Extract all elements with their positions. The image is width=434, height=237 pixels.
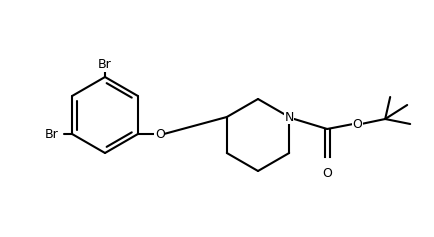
Text: Br: Br: [44, 128, 58, 141]
Text: Br: Br: [98, 59, 112, 72]
Text: O: O: [155, 128, 165, 141]
Text: O: O: [322, 167, 332, 180]
Text: O: O: [352, 118, 362, 131]
Text: N: N: [285, 110, 294, 123]
